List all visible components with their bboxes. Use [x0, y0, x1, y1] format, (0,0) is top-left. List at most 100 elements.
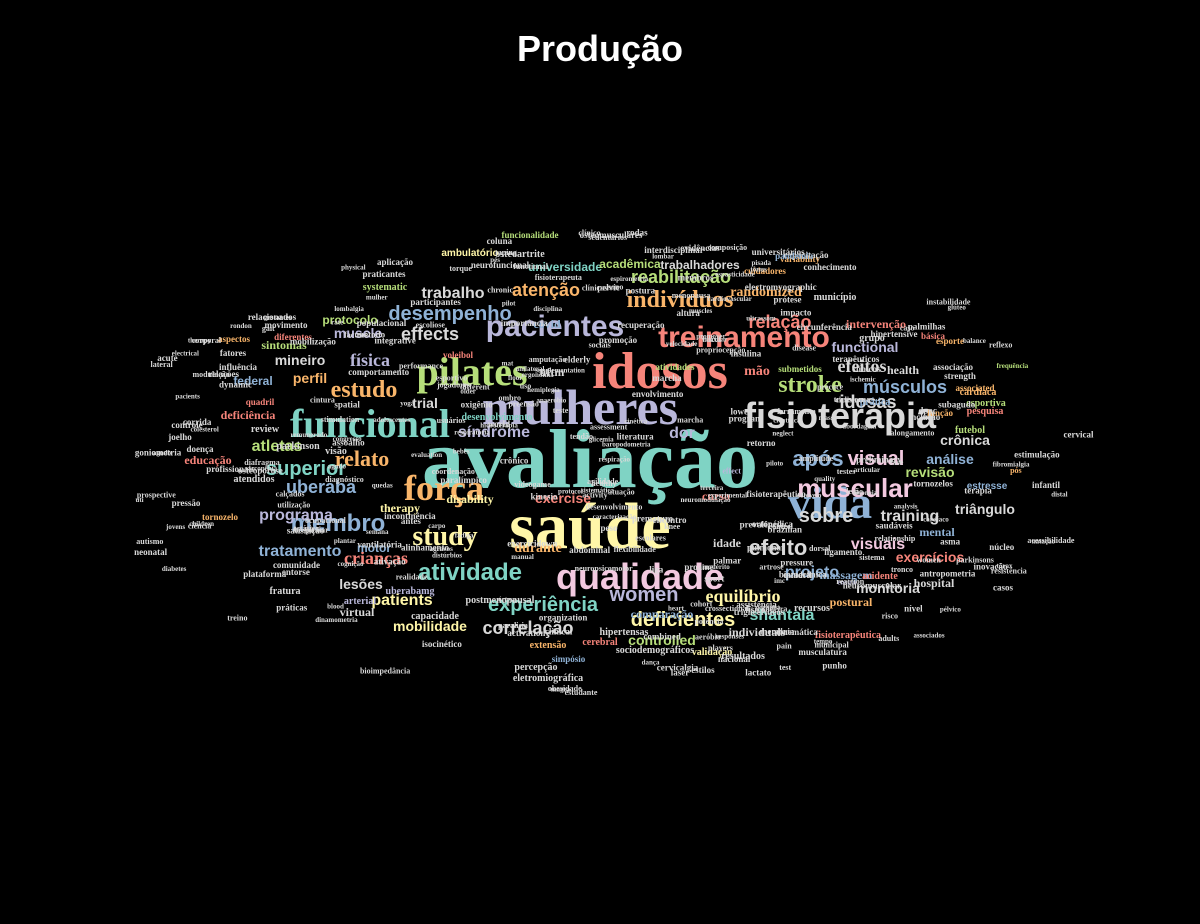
word-407: autismo: [136, 537, 163, 546]
word-326: respiratória: [454, 429, 490, 437]
word-174: assessment: [590, 423, 628, 432]
word-354: sono: [608, 282, 624, 291]
word-199: pressure: [780, 557, 813, 567]
word-14: estudo: [331, 377, 398, 403]
word-34: músculos: [863, 377, 947, 397]
word-432: circunferência: [797, 322, 853, 332]
word-378: ocupacional: [305, 516, 347, 525]
word-330: program: [729, 414, 763, 424]
word-152: associated: [956, 383, 995, 393]
word-449: alinhamento: [401, 543, 450, 553]
word-101: município: [814, 292, 857, 303]
word-223: world: [488, 419, 511, 429]
word-316: caracterização: [593, 513, 637, 521]
word-278: hospitalar: [294, 525, 329, 534]
word-20: relato: [335, 446, 390, 471]
word-323: prospective: [137, 490, 176, 499]
word-196: distal: [1051, 490, 1067, 498]
word-189: terapêuticos: [832, 354, 879, 364]
word-112: capacidade: [411, 611, 459, 622]
word-263: electrical: [172, 350, 199, 358]
word-306: remunerado: [290, 431, 327, 439]
word-111: fratura: [269, 586, 300, 597]
word-249: analysis: [894, 502, 918, 510]
word-322: congresso: [333, 435, 363, 443]
word-377: ergonomia: [522, 371, 554, 379]
word-9: força: [404, 468, 484, 508]
word-29: visual: [848, 448, 905, 470]
word-82: intervenção: [846, 317, 906, 331]
word-253: membros: [678, 273, 714, 283]
word-243: neglect: [772, 429, 794, 437]
word-299: carpo: [428, 522, 446, 530]
word-91: educação: [184, 453, 231, 467]
word-95: hospital: [914, 576, 955, 590]
word-448: flexibilidade: [614, 545, 657, 554]
word-45: shantala: [750, 607, 815, 624]
word-123: recursos: [794, 603, 830, 614]
word-457: palmilhas: [908, 321, 946, 331]
word-209: sistemática: [581, 487, 615, 495]
word-382: escoliose: [416, 321, 446, 330]
word-84: disability: [446, 492, 493, 506]
word-357: memória: [760, 626, 795, 636]
word-178: uso: [520, 381, 532, 390]
word-387: amputação: [529, 355, 567, 364]
word-225: pelvic: [597, 283, 620, 293]
word-94: mental: [919, 525, 955, 539]
word-262: comunidade: [273, 560, 320, 570]
word-143: fatores: [220, 348, 247, 358]
word-312: inovação: [974, 562, 1009, 572]
word-415: coordenação: [432, 467, 475, 476]
word-239: mobilização: [290, 337, 336, 347]
word-294: clínicos: [852, 364, 881, 374]
word-386: prótese: [774, 294, 802, 304]
word-395: diafragma: [244, 458, 280, 467]
word-300: lower: [730, 407, 752, 417]
word-140: aspectos: [218, 334, 250, 344]
word-15: indivíduos: [627, 287, 734, 313]
word-134: aplicação: [377, 257, 413, 267]
word-410: hemiplegia: [527, 386, 560, 394]
word-293: sociais: [589, 341, 611, 350]
word-51: dor: [669, 425, 695, 442]
word-228: estudante: [565, 688, 598, 697]
word-119: eletromiográfica: [513, 673, 583, 684]
word-370: yoga: [400, 399, 415, 407]
word-50: functional: [832, 339, 899, 355]
word-397: dispneia: [852, 489, 877, 497]
word-274: pacients: [175, 392, 200, 400]
word-106: atendidos: [233, 474, 274, 485]
word-78: idade: [713, 536, 742, 550]
word-411: espasticidade: [715, 270, 755, 278]
word-355: fadiga: [455, 532, 474, 540]
word-44: visuais: [851, 536, 905, 553]
word-320: realidade: [396, 572, 428, 581]
word-352: pulmonar: [747, 542, 785, 552]
word-248: impacto: [780, 307, 811, 317]
word-396: espirometria: [610, 275, 648, 283]
word-70: universidade: [528, 260, 602, 274]
word-66: monitoria: [856, 580, 920, 596]
word-105: cardíaca: [960, 387, 997, 398]
word-227: semana: [366, 528, 389, 536]
word-283: nível: [904, 603, 923, 613]
word-219: estilos: [691, 665, 715, 675]
word-431: altura: [676, 308, 700, 318]
word-428: antropometria: [920, 568, 976, 578]
word-118: percepção: [514, 662, 557, 673]
word-185: adults: [878, 634, 899, 643]
word-8: fisioterapia: [744, 395, 937, 436]
word-80: virtual: [340, 605, 375, 619]
word-7: qualidade: [556, 556, 724, 597]
word-35: física: [350, 350, 390, 370]
word-159: pressão: [172, 498, 201, 508]
word-145: promoção: [599, 335, 638, 345]
word-416: agilidade: [587, 477, 619, 486]
word-57: perfil: [293, 370, 327, 386]
word-160: frequência: [996, 362, 1028, 370]
word-271: diabetes: [162, 565, 187, 573]
word-156: joelho: [167, 432, 192, 442]
word-401: uti: [135, 496, 143, 504]
word-64: triângulo: [955, 501, 1015, 517]
